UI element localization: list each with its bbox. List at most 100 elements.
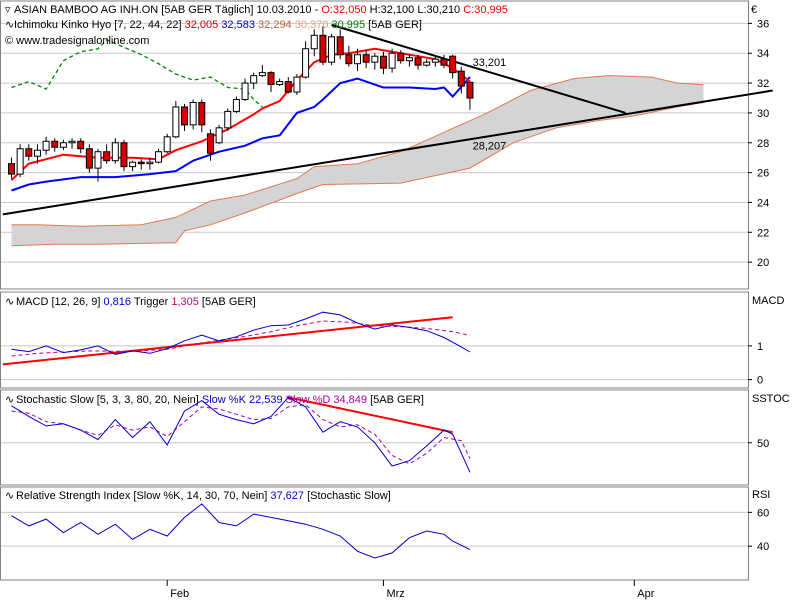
candle xyxy=(345,45,353,67)
close-value: C:30,995 xyxy=(463,4,508,16)
indicator-wave-icon[interactable]: ∿ xyxy=(5,19,14,31)
price-trendline xyxy=(2,89,773,216)
macd-wave-icon[interactable]: ∿ xyxy=(5,296,14,308)
candle xyxy=(85,144,93,173)
rsi-line xyxy=(11,503,471,559)
rsi-tick-label: 60 xyxy=(757,507,769,519)
candle xyxy=(163,133,171,154)
candle xyxy=(267,71,275,93)
candle xyxy=(111,138,119,164)
candle xyxy=(215,124,223,145)
price-legend: ▿ ASIAN BAMBOO AG INH.ON [5AB GER Täglic… xyxy=(5,4,757,47)
stochastic-legend: ∿ Stochastic Slow [5, 3, 3, 80, 20, Nein… xyxy=(5,393,790,406)
candle xyxy=(258,65,266,78)
candle-body xyxy=(77,140,85,150)
trendline-value-label: 28,207 xyxy=(473,141,507,153)
candle xyxy=(16,144,24,178)
macd-label: MACD [12, 26, 9] xyxy=(16,296,103,308)
low-value: L:30,210 xyxy=(417,4,460,16)
candle-body xyxy=(33,149,41,157)
candle xyxy=(466,81,474,110)
macd-trendline xyxy=(2,316,453,366)
x-tick-label: Mrz xyxy=(386,588,404,600)
price-tick-label: 26 xyxy=(757,168,769,180)
kumo-cloud xyxy=(11,75,704,246)
candle xyxy=(25,144,33,161)
macd-trigger-label: Trigger xyxy=(131,296,171,308)
candle xyxy=(68,138,76,149)
copyright-text: © www.tradesignalonline.com xyxy=(5,35,149,47)
price-tick-label: 30 xyxy=(757,108,769,120)
candle-body xyxy=(215,127,223,144)
candle xyxy=(284,77,292,94)
x-tick-label: Apr xyxy=(637,588,654,600)
candle xyxy=(250,72,258,90)
candle xyxy=(336,29,344,60)
price-tick-label: 36 xyxy=(757,18,769,30)
legend-collapse-icon[interactable]: ▿ xyxy=(5,4,11,16)
stoch-wave-icon[interactable]: ∿ xyxy=(5,394,14,406)
macd-frame xyxy=(0,291,749,389)
candle xyxy=(129,160,137,172)
candle xyxy=(379,51,387,75)
svg-text:Stochastic Slow [5, 3, 3, 80,: Stochastic Slow [5, 3, 3, 80, 20, Nein] … xyxy=(16,394,424,406)
rsi-wave-icon[interactable]: ∿ xyxy=(5,490,14,502)
candle-body xyxy=(59,142,67,148)
macd-line xyxy=(11,311,471,355)
macd-trigger-value: 1,305 xyxy=(171,296,199,308)
candle-body xyxy=(129,161,137,168)
candle-body xyxy=(267,72,275,86)
rsi-legend: ∿ Relative Strength Index [Slow %K, 14, … xyxy=(5,489,770,502)
candle-body xyxy=(224,110,232,129)
price-tick-label: 24 xyxy=(757,197,769,209)
candle-body xyxy=(120,142,128,168)
price-tick-label: 34 xyxy=(757,48,769,60)
candle-body xyxy=(457,70,465,87)
candle xyxy=(51,138,59,152)
price-tick-label: 22 xyxy=(757,227,769,239)
candle xyxy=(449,54,457,79)
candle xyxy=(206,129,214,161)
candle xyxy=(155,148,163,164)
stoch-tick-label: 50 xyxy=(757,438,769,450)
candle xyxy=(423,59,431,67)
macd-value: 0,816 xyxy=(103,296,131,308)
stoch-k-label: Slow %K xyxy=(202,394,249,406)
candle-body xyxy=(16,148,24,175)
candle xyxy=(310,29,318,57)
candle xyxy=(94,148,102,182)
x-tick-label: Feb xyxy=(170,588,189,600)
price-tick-label: 32 xyxy=(757,78,769,90)
candle-body xyxy=(276,81,284,86)
candle xyxy=(189,99,197,130)
kijun-sen-line xyxy=(11,76,471,192)
candle-body xyxy=(449,55,457,74)
candle-body xyxy=(405,57,413,62)
candle xyxy=(405,54,413,67)
candle-body xyxy=(198,101,206,126)
candle xyxy=(319,26,327,66)
candle xyxy=(440,54,448,69)
candle-body xyxy=(250,75,258,84)
candle-body xyxy=(336,36,344,56)
candle xyxy=(241,78,249,101)
candle-body xyxy=(354,54,361,65)
candle xyxy=(414,54,422,70)
candle xyxy=(232,96,240,113)
chikou-span-line xyxy=(11,39,263,108)
candle xyxy=(172,100,180,139)
macd-tick-label: 1 xyxy=(757,341,763,353)
candle-body xyxy=(146,161,154,165)
candle xyxy=(362,50,370,69)
candle-body xyxy=(379,55,387,69)
candle-body xyxy=(466,81,474,99)
candle xyxy=(276,78,284,87)
candle-body xyxy=(414,57,422,66)
svg-text:ASIAN BAMBOO AG INH.ON [5AB G: ASIAN BAMBOO AG INH.ON [5AB GER Täglich]… xyxy=(14,4,508,16)
price-trendline xyxy=(331,23,626,114)
candle xyxy=(397,50,405,64)
candle xyxy=(371,53,379,70)
ichimoku-chikou-value: 30,995 xyxy=(331,19,365,31)
candle xyxy=(77,138,85,154)
stochastic-panel: 50 xyxy=(0,389,769,486)
